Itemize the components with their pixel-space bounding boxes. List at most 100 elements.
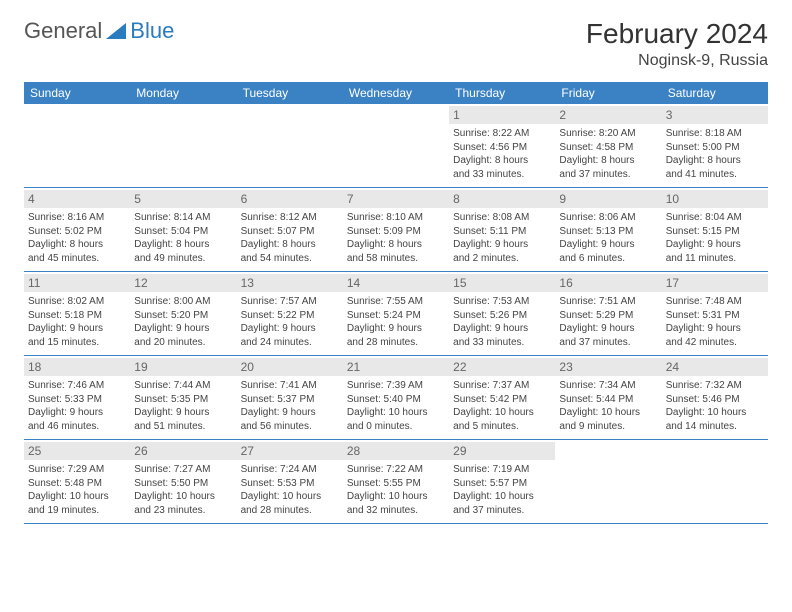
info-line: Sunrise: 7:51 AM xyxy=(559,295,657,309)
info-line: and 28 minutes. xyxy=(241,504,339,518)
info-line: and 2 minutes. xyxy=(453,252,551,266)
info-line: and 20 minutes. xyxy=(134,336,232,350)
info-line: Sunset: 5:31 PM xyxy=(666,309,764,323)
info-line: Sunrise: 8:12 AM xyxy=(241,211,339,225)
day-number: 2 xyxy=(555,106,661,124)
day-cell: 1 Sunrise: 8:22 AMSunset: 4:56 PMDaylight… xyxy=(449,104,555,187)
info-line: Daylight: 10 hours xyxy=(666,406,764,420)
info-line: Sunrise: 7:44 AM xyxy=(134,379,232,393)
info-line: Daylight: 10 hours xyxy=(347,490,445,504)
day-header: Tuesday xyxy=(237,82,343,104)
logo: General Blue xyxy=(24,18,174,44)
info-line: Sunset: 5:02 PM xyxy=(28,225,126,239)
info-line: Sunrise: 8:06 AM xyxy=(559,211,657,225)
day-cell: 15Sunrise: 7:53 AMSunset: 5:26 PMDayligh… xyxy=(449,272,555,355)
info-line: Daylight: 8 hours xyxy=(559,154,657,168)
info-line: Daylight: 9 hours xyxy=(241,322,339,336)
info-line: Sunrise: 8:16 AM xyxy=(28,211,126,225)
info-line: Daylight: 9 hours xyxy=(453,238,551,252)
info-line: Sunrise: 7:27 AM xyxy=(134,463,232,477)
day-header: Wednesday xyxy=(343,82,449,104)
info-line: Sunrise: 8:18 AM xyxy=(666,127,764,141)
logo-text-blue: Blue xyxy=(130,21,174,41)
day-cell: 19Sunrise: 7:44 AMSunset: 5:35 PMDayligh… xyxy=(130,356,236,439)
day-cell: 28 Sunrise: 7:22 AMSunset: 5:55 PMDayligh… xyxy=(343,440,449,523)
day-number: 14 xyxy=(343,274,449,292)
info-line: Sunset: 5:55 PM xyxy=(347,477,445,491)
info-line: Daylight: 10 hours xyxy=(453,406,551,420)
day-info: Sunrise: 7:22 AMSunset: 5:55 PMDaylight:… xyxy=(347,463,445,517)
info-line: Sunrise: 7:39 AM xyxy=(347,379,445,393)
info-line: Sunset: 5:13 PM xyxy=(559,225,657,239)
day-info: Sunrise: 7:55 AMSunset: 5:24 PMDaylight:… xyxy=(347,295,445,349)
month-title: February 2024 xyxy=(586,18,768,50)
info-line: Sunrise: 7:48 AM xyxy=(666,295,764,309)
day-number: 12 xyxy=(130,274,236,292)
day-cell: 26Sunrise: 7:27 AMSunset: 5:50 PMDayligh… xyxy=(130,440,236,523)
day-header: Sunday xyxy=(24,82,130,104)
info-line: Sunrise: 7:41 AM xyxy=(241,379,339,393)
header: General Blue February 2024 Noginsk-9, Ru… xyxy=(24,18,768,70)
day-info: Sunrise: 7:57 AMSunset: 5:22 PMDaylight:… xyxy=(241,295,339,349)
info-line: Sunset: 5:24 PM xyxy=(347,309,445,323)
info-line: Daylight: 10 hours xyxy=(28,490,126,504)
day-info: Sunrise: 8:06 AMSunset: 5:13 PMDaylight:… xyxy=(559,211,657,265)
info-line: Daylight: 9 hours xyxy=(28,406,126,420)
day-info: Sunrise: 8:22 AMSunset: 4:56 PMDaylight:… xyxy=(453,127,551,181)
day-info: Sunrise: 8:16 AMSunset: 5:02 PMDaylight:… xyxy=(28,211,126,265)
info-line: and 49 minutes. xyxy=(134,252,232,266)
day-number: 7 xyxy=(343,190,449,208)
day-number: 1 xyxy=(449,106,555,124)
day-number: 29 xyxy=(449,442,555,460)
info-line: Daylight: 9 hours xyxy=(134,322,232,336)
day-number: 24 xyxy=(662,358,768,376)
day-info: Sunrise: 8:18 AMSunset: 5:00 PMDaylight:… xyxy=(666,127,764,181)
day-number: 10 xyxy=(662,190,768,208)
week-row: 1 Sunrise: 8:22 AMSunset: 4:56 PMDaylight… xyxy=(24,104,768,188)
day-cell: 27Sunrise: 7:24 AMSunset: 5:53 PMDayligh… xyxy=(237,440,343,523)
empty-cell xyxy=(555,440,661,523)
info-line: Daylight: 8 hours xyxy=(28,238,126,252)
info-line: Sunrise: 8:08 AM xyxy=(453,211,551,225)
day-number: 8 xyxy=(449,190,555,208)
info-line: and 15 minutes. xyxy=(28,336,126,350)
info-line: and 11 minutes. xyxy=(666,252,764,266)
info-line: Sunset: 5:04 PM xyxy=(134,225,232,239)
logo-triangle-icon xyxy=(106,23,126,39)
day-info: Sunrise: 8:20 AMSunset: 4:58 PMDaylight:… xyxy=(559,127,657,181)
info-line: Sunset: 5:53 PM xyxy=(241,477,339,491)
info-line: Daylight: 9 hours xyxy=(28,322,126,336)
day-number: 5 xyxy=(130,190,236,208)
day-number: 4 xyxy=(24,190,130,208)
info-line: Sunset: 5:48 PM xyxy=(28,477,126,491)
day-cell: 10Sunrise: 8:04 AMSunset: 5:15 PMDayligh… xyxy=(662,188,768,271)
info-line: and 46 minutes. xyxy=(28,420,126,434)
day-info: Sunrise: 7:32 AMSunset: 5:46 PMDaylight:… xyxy=(666,379,764,433)
info-line: and 33 minutes. xyxy=(453,336,551,350)
info-line: and 51 minutes. xyxy=(134,420,232,434)
day-number: 26 xyxy=(130,442,236,460)
day-info: Sunrise: 8:08 AMSunset: 5:11 PMDaylight:… xyxy=(453,211,551,265)
info-line: Daylight: 10 hours xyxy=(559,406,657,420)
week-row: 25Sunrise: 7:29 AMSunset: 5:48 PMDayligh… xyxy=(24,440,768,524)
day-info: Sunrise: 8:14 AMSunset: 5:04 PMDaylight:… xyxy=(134,211,232,265)
week-row: 18Sunrise: 7:46 AMSunset: 5:33 PMDayligh… xyxy=(24,356,768,440)
day-number: 28 xyxy=(343,442,449,460)
info-line: Sunrise: 7:32 AM xyxy=(666,379,764,393)
day-cell: 20Sunrise: 7:41 AMSunset: 5:37 PMDayligh… xyxy=(237,356,343,439)
info-line: Sunset: 5:40 PM xyxy=(347,393,445,407)
info-line: Sunset: 5:33 PM xyxy=(28,393,126,407)
day-number: 18 xyxy=(24,358,130,376)
info-line: Daylight: 9 hours xyxy=(559,322,657,336)
info-line: Sunrise: 7:53 AM xyxy=(453,295,551,309)
info-line: and 23 minutes. xyxy=(134,504,232,518)
day-cell: 4 Sunrise: 8:16 AMSunset: 5:02 PMDaylight… xyxy=(24,188,130,271)
info-line: Sunrise: 7:19 AM xyxy=(453,463,551,477)
day-cell: 18Sunrise: 7:46 AMSunset: 5:33 PMDayligh… xyxy=(24,356,130,439)
day-header: Friday xyxy=(555,82,661,104)
day-info: Sunrise: 8:12 AMSunset: 5:07 PMDaylight:… xyxy=(241,211,339,265)
info-line: Sunrise: 7:37 AM xyxy=(453,379,551,393)
day-number: 19 xyxy=(130,358,236,376)
day-cell: 2 Sunrise: 8:20 AMSunset: 4:58 PMDaylight… xyxy=(555,104,661,187)
empty-cell xyxy=(24,104,130,187)
